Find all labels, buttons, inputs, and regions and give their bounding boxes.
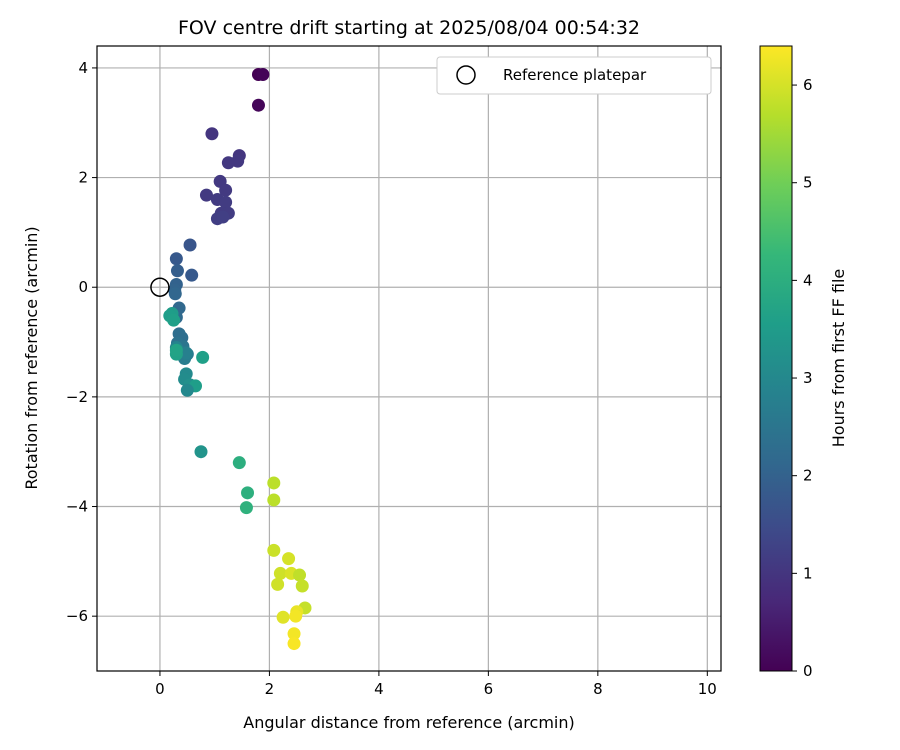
x-axis-label: Angular distance from reference (arcmin): [243, 713, 574, 732]
data-point: [295, 579, 309, 593]
plot-frame: [96, 45, 722, 672]
colorbar-tick-label: 2: [803, 467, 813, 485]
data-point: [241, 486, 255, 500]
colorbar-tick-label: 0: [803, 662, 813, 680]
data-point: [179, 346, 193, 360]
data-point: [170, 264, 184, 278]
data-point: [232, 456, 246, 470]
data-points: [163, 68, 312, 651]
legend-box: [436, 56, 712, 95]
data-point: [216, 210, 230, 224]
colorbar-tick-label: 1: [803, 564, 813, 582]
chart-title: FOV centre drift starting at 2025/08/04 …: [178, 17, 640, 39]
data-point: [169, 252, 183, 266]
data-point: [196, 350, 210, 364]
y-axis-ticks: −6 −4 −2 0 2 4: [66, 59, 97, 625]
data-point: [168, 287, 182, 301]
colorbar-tick-label: 6: [803, 76, 813, 94]
legend-entry-label: Reference platepar: [503, 66, 647, 84]
data-point: [267, 476, 281, 490]
colorbar-gradient: [759, 45, 793, 672]
x-tick-label: 4: [374, 680, 384, 698]
legend-marker-icon: [456, 65, 476, 85]
data-point: [183, 238, 197, 252]
x-tick-label: 0: [155, 680, 165, 698]
colorbar: 0 1 2 3 4 5 6 Hours from first FF file: [759, 45, 848, 680]
data-point: [289, 609, 303, 623]
data-point: [185, 268, 199, 282]
data-point: [199, 188, 213, 202]
data-point: [271, 577, 285, 591]
y-tick-label: −2: [66, 388, 88, 406]
colorbar-label: Hours from first FF file: [829, 269, 848, 448]
data-point: [251, 98, 265, 112]
x-tick-label: 6: [484, 680, 494, 698]
data-point: [293, 568, 307, 582]
colorbar-ticks: 0 1 2 3 4 5 6: [792, 76, 813, 680]
data-point: [287, 627, 301, 641]
x-tick-label: 10: [698, 680, 717, 698]
y-axis-label: Rotation from reference (arcmin): [22, 226, 41, 489]
data-point: [282, 552, 296, 566]
y-tick-label: 4: [78, 59, 88, 77]
colorbar-tick-label: 3: [803, 369, 813, 387]
data-point: [167, 313, 181, 327]
colorbar-tick-label: 4: [803, 271, 813, 289]
legend: Reference platepar: [436, 56, 712, 95]
data-point: [239, 501, 253, 515]
colorbar-tick-label: 5: [803, 174, 813, 192]
data-point: [267, 493, 281, 507]
data-point: [287, 637, 301, 651]
y-tick-label: 0: [78, 278, 88, 296]
data-point: [219, 183, 233, 197]
data-point: [273, 566, 287, 580]
data-point: [205, 127, 219, 141]
grid: [97, 46, 721, 671]
data-point: [221, 156, 235, 170]
data-point: [169, 343, 183, 357]
y-tick-label: −4: [66, 498, 88, 516]
x-tick-label: 2: [265, 680, 275, 698]
data-point: [219, 195, 233, 209]
y-tick-label: −6: [66, 607, 88, 625]
reference-platepar-marker: [150, 277, 170, 297]
data-point: [194, 445, 208, 459]
data-point: [180, 383, 194, 397]
data-point: [267, 543, 281, 557]
x-axis-ticks: 0 2 4 6 8 10: [155, 671, 717, 698]
y-tick-label: 2: [78, 169, 88, 187]
x-tick-label: 8: [593, 680, 603, 698]
data-point: [276, 610, 290, 624]
data-point: [256, 68, 270, 82]
